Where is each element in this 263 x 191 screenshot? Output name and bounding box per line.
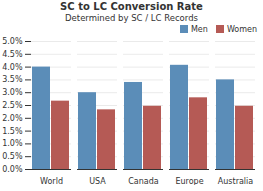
svg-text:0.0%: 0.0% xyxy=(2,165,23,174)
svg-text:1.5%: 1.5% xyxy=(2,127,23,136)
svg-text:2.0%: 2.0% xyxy=(2,114,23,123)
svg-text:1.0%: 1.0% xyxy=(2,139,23,148)
html-text:Determined by SC / LC Records: Determined by SC / LC Records xyxy=(65,13,198,23)
svg-text:Australia: Australia xyxy=(218,177,253,185)
svg-text:4.5%: 4.5% xyxy=(2,50,23,59)
svg-text:World: World xyxy=(40,177,63,185)
html-text:Men: Men xyxy=(191,25,208,34)
svg-text:USA: USA xyxy=(89,177,106,185)
svg-text:Canada: Canada xyxy=(128,177,159,185)
svg-text:0.5%: 0.5% xyxy=(2,152,23,161)
svg-text:2.5%: 2.5% xyxy=(2,101,23,110)
svg-text:4.0%: 4.0% xyxy=(2,63,23,72)
html-text:Women: Women xyxy=(226,25,257,34)
svg-text:5.0%: 5.0% xyxy=(2,37,23,46)
svg-text:Europe: Europe xyxy=(175,177,203,185)
svg-text:3.0%: 3.0% xyxy=(2,88,23,97)
html-text:SC to LC Conversion Rate: SC to LC Conversion Rate xyxy=(60,1,203,12)
svg-text:3.5%: 3.5% xyxy=(2,75,23,84)
